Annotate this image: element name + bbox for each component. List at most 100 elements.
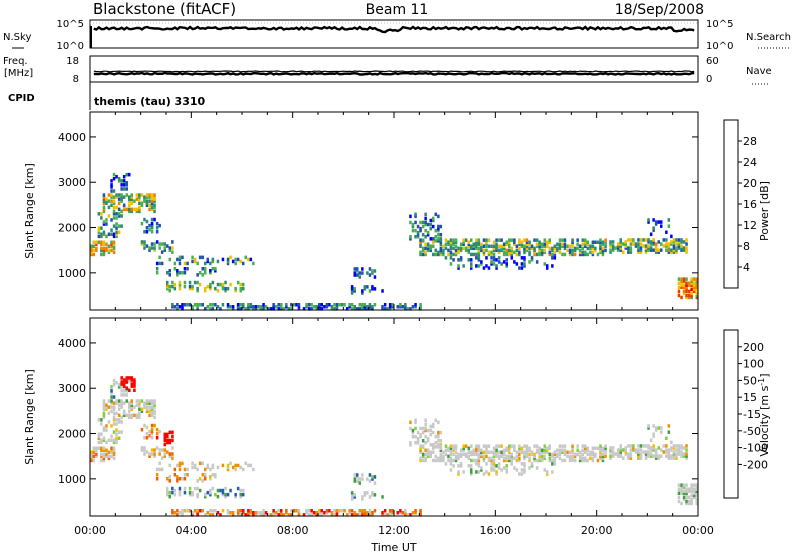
velocity-cell bbox=[627, 452, 630, 456]
velocity-cell bbox=[487, 458, 491, 463]
power-cell bbox=[421, 238, 425, 242]
velocity-cell bbox=[110, 424, 113, 428]
power-cell bbox=[457, 248, 460, 253]
velocity-cell bbox=[609, 448, 612, 452]
power-cell bbox=[649, 246, 653, 250]
power-cell bbox=[480, 242, 483, 246]
velocity-cell bbox=[518, 472, 521, 476]
power-cell bbox=[102, 197, 106, 201]
power-cell bbox=[254, 307, 258, 311]
x-tick-label: 12:00 bbox=[378, 524, 410, 537]
power-cell bbox=[535, 238, 539, 242]
power-cell bbox=[454, 248, 458, 253]
power-cell bbox=[543, 244, 546, 248]
velocity-cell bbox=[604, 454, 607, 459]
power-cell bbox=[368, 273, 372, 277]
velocity-cell bbox=[115, 411, 118, 416]
power-cell bbox=[102, 246, 106, 251]
power-cell bbox=[97, 230, 101, 234]
velocity-cell bbox=[510, 456, 513, 461]
velocity-cell bbox=[482, 444, 486, 448]
power-cell bbox=[295, 303, 298, 307]
power-cell bbox=[186, 261, 189, 266]
power-cell bbox=[363, 287, 367, 291]
velocity-cell bbox=[611, 452, 615, 456]
power-cell bbox=[178, 286, 182, 291]
velocity-cell bbox=[110, 448, 113, 452]
velocity-cell bbox=[695, 489, 698, 493]
velocity-cell bbox=[490, 468, 493, 472]
power-cell bbox=[695, 287, 698, 292]
power-cell bbox=[682, 248, 686, 252]
velocity-cell bbox=[419, 434, 422, 439]
velocity-cell bbox=[432, 422, 435, 427]
velocity-cell bbox=[229, 511, 232, 515]
velocity-cell bbox=[632, 446, 635, 450]
velocity-cell bbox=[353, 477, 356, 481]
power-cell bbox=[690, 281, 693, 285]
power-cell bbox=[421, 252, 425, 257]
velocity-cell bbox=[150, 411, 154, 416]
velocity-cell bbox=[361, 495, 364, 499]
power-cell bbox=[231, 307, 235, 311]
power-cell bbox=[611, 246, 615, 250]
velocity-cell bbox=[500, 444, 503, 448]
power-cell bbox=[92, 248, 95, 253]
power-cell bbox=[396, 305, 399, 309]
velocity-cell bbox=[556, 454, 559, 459]
velocity-cell bbox=[150, 432, 154, 436]
power-cell bbox=[670, 242, 673, 246]
power-cell bbox=[259, 305, 263, 309]
power-cell bbox=[249, 303, 253, 307]
velocity-cell bbox=[492, 462, 496, 466]
power-cell bbox=[654, 248, 658, 252]
velocity-cell bbox=[183, 477, 187, 481]
power-cell bbox=[140, 193, 144, 197]
power-cell bbox=[262, 307, 265, 311]
velocity-cell bbox=[102, 411, 106, 416]
power-cell bbox=[211, 307, 215, 311]
velocity-cell bbox=[540, 458, 544, 463]
velocity-cell bbox=[566, 454, 569, 459]
power-cell bbox=[670, 234, 673, 239]
power-cell bbox=[510, 238, 513, 242]
power-cell bbox=[594, 246, 597, 251]
power-cell bbox=[434, 212, 437, 217]
power-cell bbox=[373, 269, 377, 273]
velocity-cell bbox=[680, 444, 683, 448]
power-cell bbox=[482, 248, 486, 253]
power-cell bbox=[356, 269, 359, 273]
power-cell bbox=[148, 223, 151, 228]
velocity-cell bbox=[591, 452, 595, 457]
velocity-cell bbox=[421, 430, 425, 435]
power-cell bbox=[112, 177, 116, 181]
power-cell bbox=[280, 307, 283, 311]
power-cell bbox=[685, 281, 688, 285]
power-cell bbox=[639, 248, 643, 252]
power-cell bbox=[538, 252, 541, 257]
velocity-cell bbox=[138, 407, 141, 411]
velocity-cell bbox=[670, 446, 673, 450]
power-cell bbox=[117, 214, 121, 218]
velocity-cell bbox=[196, 511, 199, 515]
power-cell bbox=[437, 224, 440, 229]
power-cell bbox=[148, 199, 151, 203]
power-cell bbox=[269, 307, 273, 311]
power-cell bbox=[434, 235, 437, 239]
velocity-cell bbox=[209, 513, 212, 517]
velocity-ylabel: Slant Range [km] bbox=[23, 369, 36, 465]
velocity-cell bbox=[386, 513, 389, 517]
velocity-cell bbox=[556, 448, 559, 452]
power-cell bbox=[680, 281, 683, 285]
velocity-cell bbox=[685, 501, 688, 506]
velocity-cell bbox=[515, 468, 519, 472]
velocity-cell bbox=[171, 452, 174, 456]
velocity-cell bbox=[239, 465, 242, 470]
velocity-cell bbox=[166, 490, 169, 495]
velocity-cell bbox=[424, 458, 427, 463]
velocity-cell bbox=[107, 454, 111, 459]
velocity-cell bbox=[404, 513, 407, 517]
velocity-cell bbox=[510, 444, 513, 448]
power-cell bbox=[624, 240, 627, 244]
velocity-cell bbox=[105, 454, 108, 459]
